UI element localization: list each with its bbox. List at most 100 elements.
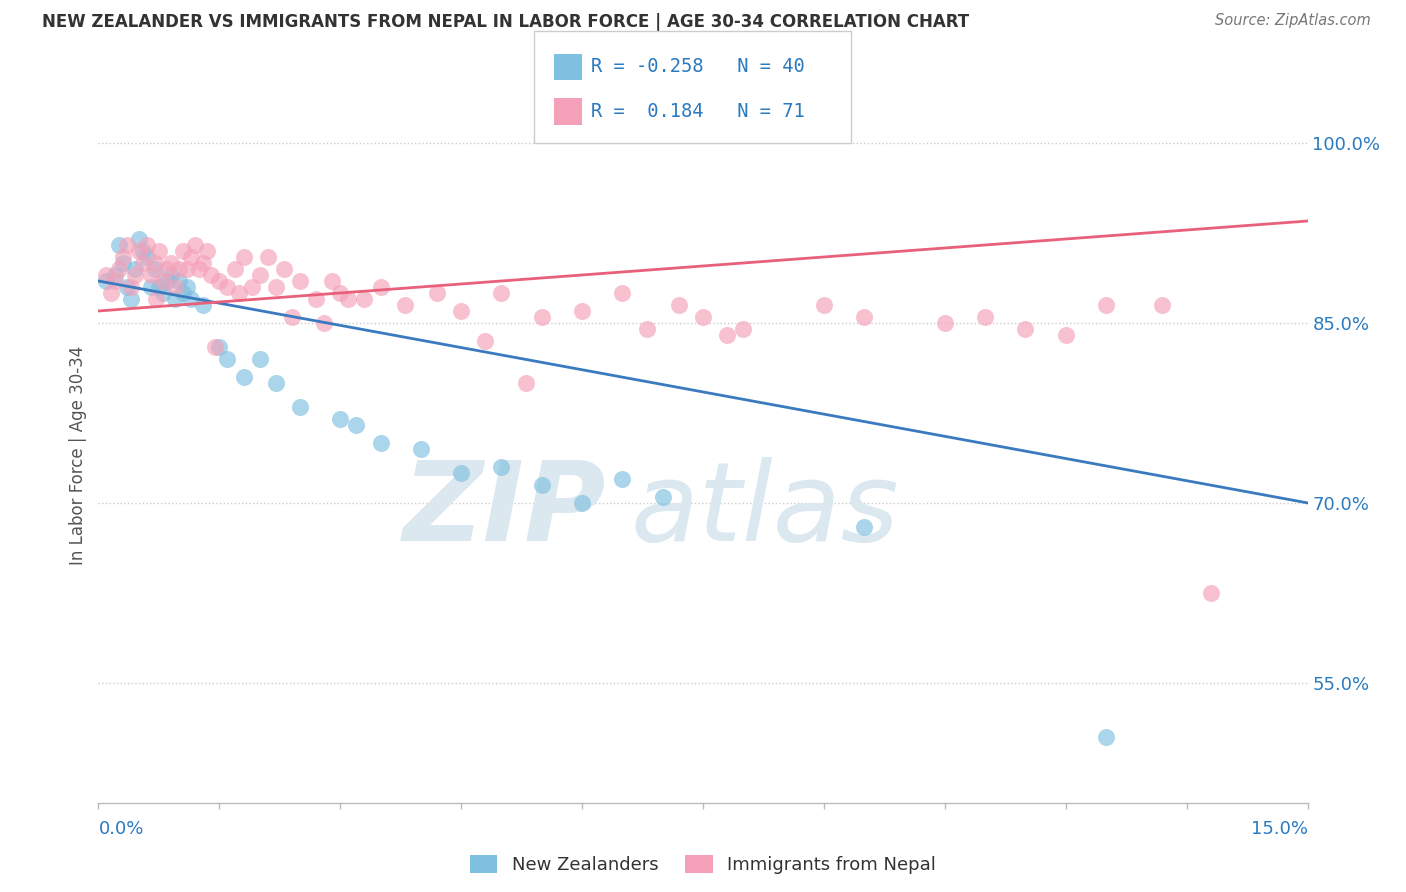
Point	[217, 280, 239, 294]
Point	[249, 268, 271, 282]
Point	[474, 334, 496, 348]
Point	[152, 285, 174, 300]
Point	[692, 310, 714, 324]
Text: atlas: atlas	[630, 457, 898, 564]
Point	[733, 322, 755, 336]
Point	[115, 238, 138, 252]
Point	[281, 310, 304, 324]
Point	[612, 472, 634, 486]
Point	[217, 351, 239, 366]
Text: 15.0%: 15.0%	[1250, 820, 1308, 838]
Point	[934, 316, 956, 330]
Point	[163, 292, 186, 306]
Point	[100, 285, 122, 300]
Point	[128, 244, 150, 258]
Point	[571, 496, 593, 510]
Point	[1014, 322, 1036, 336]
Point	[148, 280, 170, 294]
Point	[172, 285, 194, 300]
Point	[240, 280, 263, 294]
Point	[491, 285, 513, 300]
Text: ZIP: ZIP	[402, 457, 606, 564]
Point	[1095, 298, 1118, 312]
Point	[409, 442, 432, 456]
Point	[370, 280, 392, 294]
Point	[853, 310, 876, 324]
Point	[96, 268, 118, 282]
Point	[1095, 730, 1118, 744]
Point	[111, 256, 134, 270]
Point	[160, 256, 183, 270]
Point	[135, 238, 157, 252]
Text: Source: ZipAtlas.com: Source: ZipAtlas.com	[1215, 13, 1371, 29]
Point	[139, 280, 162, 294]
Y-axis label: In Labor Force | Age 30-34: In Labor Force | Age 30-34	[69, 345, 87, 565]
Point	[571, 304, 593, 318]
Point	[224, 262, 246, 277]
Point	[813, 298, 835, 312]
Point	[184, 238, 207, 252]
Point	[172, 244, 194, 258]
Point	[530, 310, 553, 324]
Point	[167, 274, 190, 288]
Point	[394, 298, 416, 312]
Point	[264, 376, 287, 390]
Point	[353, 292, 375, 306]
Text: R = -0.258   N = 40: R = -0.258 N = 40	[591, 57, 804, 77]
Point	[491, 459, 513, 474]
Point	[370, 436, 392, 450]
Point	[124, 262, 146, 277]
Point	[167, 262, 190, 277]
Point	[853, 520, 876, 534]
Point	[120, 292, 142, 306]
Point	[145, 292, 167, 306]
Point	[530, 478, 553, 492]
Point	[1152, 298, 1174, 312]
Point	[163, 280, 186, 294]
Point	[305, 292, 328, 306]
Point	[148, 244, 170, 258]
Point	[195, 244, 218, 258]
Point	[103, 268, 125, 282]
Point	[115, 280, 138, 294]
Point	[107, 262, 129, 277]
Point	[135, 250, 157, 264]
Point	[264, 280, 287, 294]
Point	[321, 274, 343, 288]
Point	[188, 262, 211, 277]
Point	[636, 322, 658, 336]
Point	[716, 328, 738, 343]
Point	[160, 268, 183, 282]
Point	[249, 351, 271, 366]
Point	[176, 280, 198, 294]
Point	[651, 490, 673, 504]
Point	[288, 400, 311, 414]
Text: 0.0%: 0.0%	[98, 820, 143, 838]
Point	[288, 274, 311, 288]
Point	[143, 256, 166, 270]
Point	[1054, 328, 1077, 343]
Point	[96, 274, 118, 288]
Point	[193, 298, 215, 312]
Point	[314, 316, 336, 330]
Point	[132, 256, 155, 270]
Point	[132, 244, 155, 258]
Point	[176, 262, 198, 277]
Point	[139, 268, 162, 282]
Point	[120, 280, 142, 294]
Point	[232, 250, 254, 264]
Point	[515, 376, 537, 390]
Point	[103, 274, 125, 288]
Point	[228, 285, 250, 300]
Point	[152, 274, 174, 288]
Point	[668, 298, 690, 312]
Point	[111, 250, 134, 264]
Legend: New Zealanders, Immigrants from Nepal: New Zealanders, Immigrants from Nepal	[470, 855, 936, 874]
Point	[329, 285, 352, 300]
Point	[450, 304, 472, 318]
Point	[107, 238, 129, 252]
Point	[180, 250, 202, 264]
Point	[128, 232, 150, 246]
Point	[204, 340, 226, 354]
Point	[256, 250, 278, 264]
